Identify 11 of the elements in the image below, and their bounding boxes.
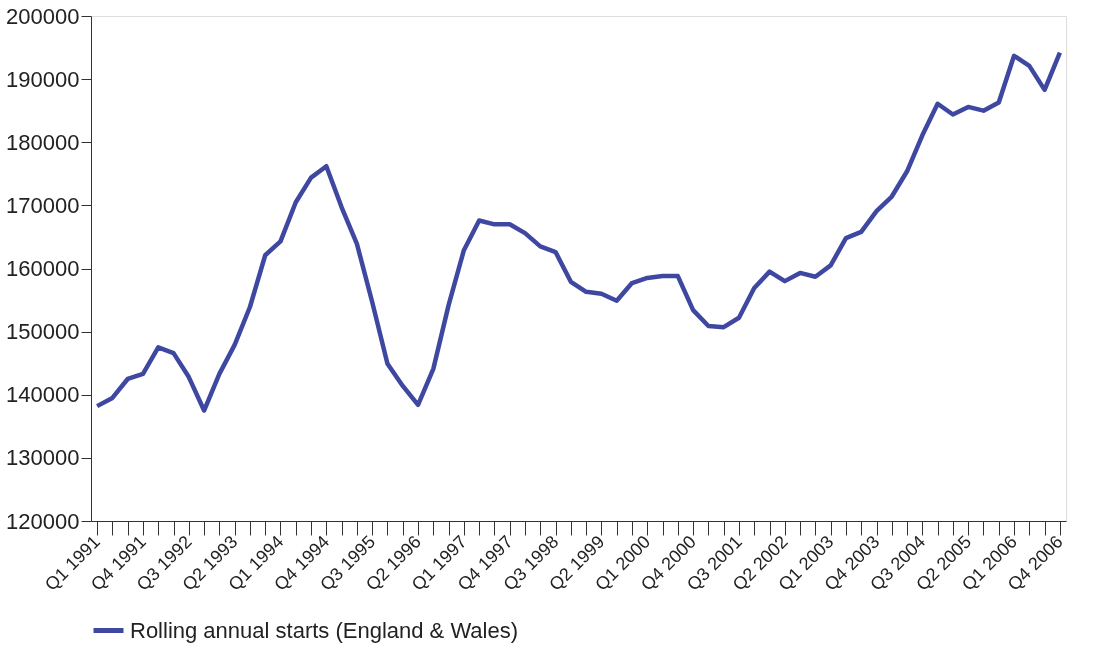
y-tick-label: 170000 [6, 192, 80, 218]
y-tick-label: 150000 [6, 319, 80, 345]
y-tick-label: 180000 [6, 129, 80, 155]
line-series [94, 50, 1063, 413]
legend-label: Rolling annual starts (England & Wales) [130, 617, 519, 643]
y-tick-label: 140000 [6, 382, 80, 408]
y-tick-label: 120000 [6, 508, 80, 534]
y-tick-label: 130000 [6, 445, 80, 471]
y-tick-label: 190000 [6, 66, 80, 92]
y-tick-label: 160000 [6, 256, 80, 281]
y-tick-label: 200000 [6, 3, 80, 29]
